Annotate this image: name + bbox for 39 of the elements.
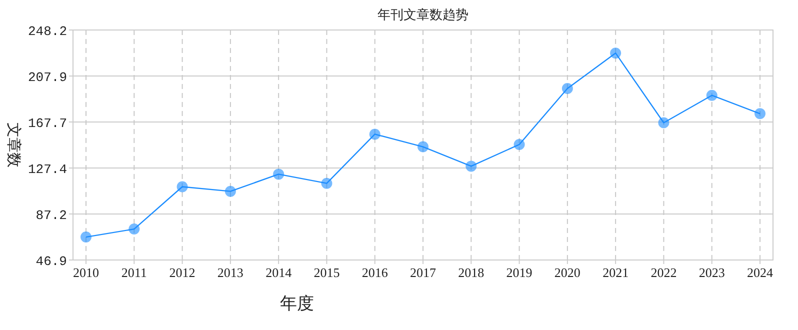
x-tick-label: 2018: [458, 265, 484, 280]
chart-title: 年刊文章数趋势: [378, 7, 468, 22]
x-tick-label: 2015: [314, 265, 340, 280]
y-axis-title: 文章数: [5, 122, 22, 168]
x-tick-label: 2016: [362, 265, 388, 280]
y-tick-label: 207.9: [28, 70, 67, 86]
y-tick-label: 248.2: [28, 24, 67, 39]
point: [128, 224, 140, 235]
x-tick-label: 2010: [73, 265, 99, 280]
x-tick-label: 2020: [554, 265, 580, 280]
point: [610, 48, 622, 59]
point: [321, 178, 332, 189]
point: [224, 186, 236, 197]
x-tick-label: 2019: [506, 265, 532, 280]
point: [418, 141, 428, 152]
point: [754, 108, 766, 120]
x-tick-label: 2014: [266, 265, 292, 280]
x-tick-label: 2021: [602, 265, 629, 280]
x-tick-label: 2022: [650, 265, 677, 280]
point: [658, 117, 670, 128]
point: [369, 128, 380, 140]
x-axis-title: 年度: [280, 294, 314, 313]
x-tick-label: 2013: [217, 265, 244, 280]
x-tick-label: 2023: [698, 265, 725, 280]
y-tick-label: 46.9: [36, 254, 67, 269]
x-tick-label: 2024: [747, 265, 774, 280]
x-tick-label: 2012: [169, 265, 196, 280]
point: [466, 160, 477, 172]
y-tick-label: 167.7: [28, 116, 67, 131]
y-tick-label: 127.4: [28, 162, 68, 178]
x-tick-label: 2011: [121, 265, 147, 280]
point: [176, 181, 188, 192]
point: [80, 232, 92, 243]
point: [514, 138, 525, 150]
point: [273, 168, 284, 180]
point: [562, 83, 573, 94]
x-tick-label: 2017: [410, 265, 436, 280]
point: [706, 90, 718, 101]
y-tick-label: 87.2: [36, 208, 67, 223]
